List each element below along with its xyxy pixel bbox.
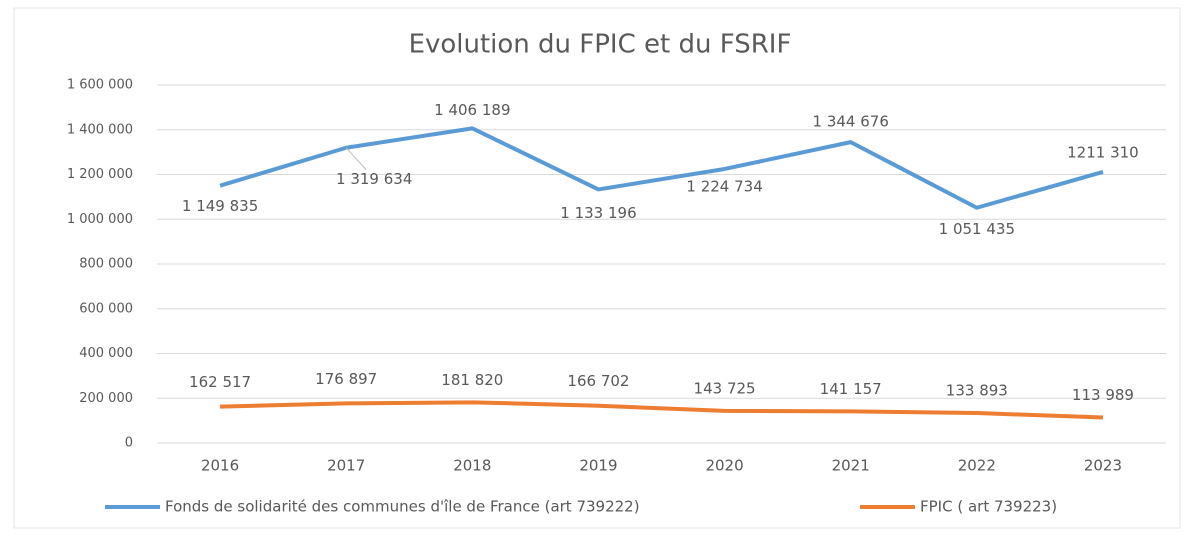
chart-frame [13, 7, 1181, 529]
data-label: 1 149 835 [182, 197, 258, 215]
chart-title: Evolution du FPIC et du FSRIF [409, 30, 792, 60]
series-line [220, 400, 1104, 420]
y-tick-label: 600 000 [79, 301, 133, 316]
data-label: 1 224 734 [686, 177, 762, 195]
x-tick-label: 2021 [832, 457, 870, 475]
legend-label: FPIC ( art 739223) [920, 498, 1057, 516]
x-tick-label: 2023 [1084, 457, 1122, 475]
data-label: 113 989 [1072, 386, 1134, 404]
y-tick-label: 200 000 [79, 391, 133, 406]
legend-label: Fonds de solidarité des communes d'île d… [165, 498, 640, 516]
data-label: 141 157 [820, 380, 882, 398]
data-label: 143 725 [694, 379, 756, 397]
data-label: 1 406 189 [434, 101, 510, 119]
y-tick-label: 0 [125, 436, 133, 451]
y-tick-label: 1 400 000 [67, 122, 133, 137]
x-tick-label: 2019 [579, 457, 617, 475]
y-tick-label: 1 200 000 [67, 167, 133, 182]
data-label: 1211 310 [1067, 143, 1139, 161]
x-tick-label: 2016 [201, 457, 239, 475]
data-label: 1 051 435 [939, 220, 1015, 238]
x-tick-label: 2020 [705, 457, 743, 475]
x-tick-label: 2017 [327, 457, 365, 475]
data-label: 162 517 [189, 373, 251, 391]
data-label: 1 133 196 [560, 204, 636, 222]
data-label: 176 897 [315, 370, 377, 388]
data-label: 1 319 634 [336, 170, 412, 188]
y-tick-label: 400 000 [79, 346, 133, 361]
y-tick-label: 1 600 000 [67, 78, 133, 93]
data-label: 166 702 [567, 372, 629, 390]
y-tick-label: 1 000 000 [67, 212, 133, 227]
y-tick-label: 800 000 [79, 257, 133, 272]
label-leader [345, 147, 367, 171]
data-label: 181 820 [441, 371, 503, 389]
x-tick-label: 2022 [958, 457, 996, 475]
data-label: 133 893 [946, 382, 1008, 400]
x-tick-label: 2018 [453, 457, 491, 475]
data-label: 1 344 676 [813, 113, 889, 131]
series-line [219, 126, 1104, 210]
